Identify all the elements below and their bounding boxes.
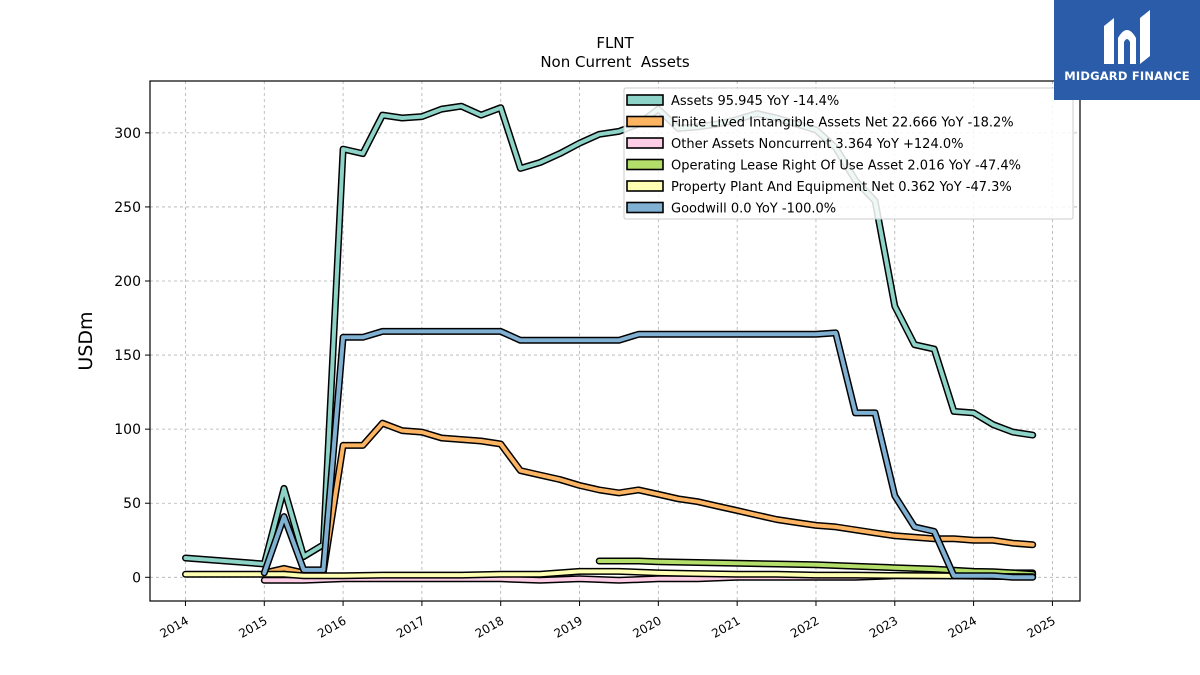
legend-item: Operating Lease Right Of Use Asset 2.016… [626,158,1021,174]
plot-frame [149,80,1081,602]
x-tick-label: 2016 [315,613,348,640]
legend-swatch [626,115,664,128]
legend-item: Property Plant And Equipment Net 0.362 Y… [626,180,1012,195]
legend-label: Finite Lived Intangible Assets Net 22.66… [671,116,1014,131]
series-stroke [597,559,1035,577]
legend-item: Other Assets Noncurrent 3.364 YoY +124.0… [626,137,963,152]
x-axis-ticks: 2014 2015 2016 2017 2018 2019 2020 2021 2022 2023… [158,601,1058,641]
brand-logo: MIDGARD FINANCE [1054,0,1200,100]
legend: Assets 95.945 YoY -14.4% Finite Lived Int… [623,87,1074,220]
legend-item: Assets 95.945 YoY -14.4% [626,94,839,109]
series-line-1 [260,419,1037,577]
x-tick-label: 2017 [394,613,427,640]
series-stroke [262,329,1035,580]
series-stroke [262,421,1035,575]
legend-label: Property Plant And Equipment Net 0.362 Y… [671,180,1012,195]
chart-title: FLNT [596,34,634,52]
x-tick-label: 2024 [946,613,979,640]
y-tick-label: 50 [123,496,141,512]
x-tick-label: 2021 [709,613,742,640]
series-stroke [183,569,1035,579]
y-tick-label: 0 [132,570,141,586]
legend-box [623,87,1074,220]
x-tick-label: 2015 [236,613,269,640]
series-outline [260,419,1037,577]
x-tick-label: 2025 [1024,613,1057,640]
legend-swatch [626,94,664,106]
legend-item: Goodwill 0.0 YoY -100.0% [626,201,836,217]
x-tick-label: 2018 [473,613,506,640]
series-line-4 [182,567,1037,581]
legend-swatch [626,201,664,214]
legend-swatch [626,137,664,149]
y-tick-label: 250 [114,200,141,216]
y-tick-label: 150 [114,348,141,364]
legend-label: Goodwill 0.0 YoY -100.0% [671,202,836,217]
y-tick-label: 300 [114,126,141,142]
brand-logo-mark-icon [1104,10,1150,64]
brand-logo-text: MIDGARD FINANCE [1064,69,1190,83]
y-tick-label: 100 [114,422,141,438]
x-tick-label: 2019 [552,613,585,640]
chart-subtitle: Non Current Assets [540,53,690,71]
legend-label: Assets 95.945 YoY -14.4% [671,94,839,109]
y-tick-label: 200 [114,274,141,290]
legend-swatch [626,180,664,192]
legend-item: Finite Lived Intangible Assets Net 22.66… [626,115,1014,131]
x-tick-label: 2023 [867,613,900,640]
y-axis-ticks: 0 50 100 150 200 250 300 [114,126,150,586]
x-tick-label: 2022 [788,613,821,640]
series-line-5 [260,327,1037,581]
legend-swatch [626,158,664,171]
series-line-3 [595,557,1037,578]
y-axis-label: USDm [75,311,97,370]
legend-label: Operating Lease Right Of Use Asset 2.016… [671,159,1021,174]
legend-label: Other Assets Noncurrent 3.364 YoY +124.0… [671,137,963,152]
x-tick-label: 2020 [630,613,663,640]
x-tick-label: 2014 [158,613,191,640]
